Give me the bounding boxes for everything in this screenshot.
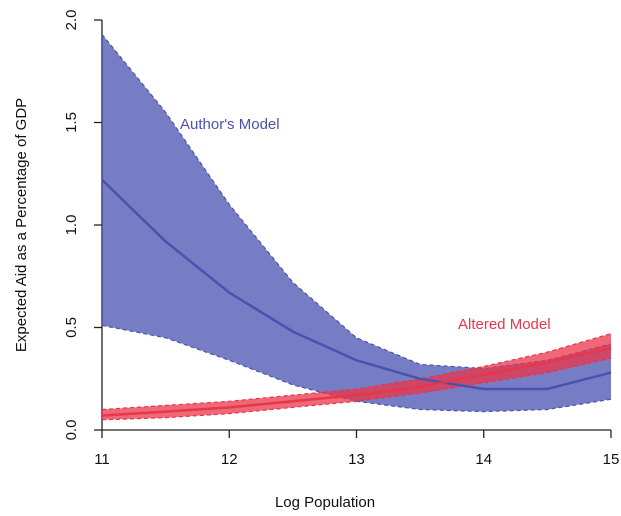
confidence-band [102,34,611,412]
x-tick-label: 11 [94,451,110,468]
x-tick-label: 13 [348,451,365,468]
mean-line [101,179,612,391]
band-lower-edge [101,357,612,421]
y-axis-label: Expected Aid as a Percentage of GDP [13,98,30,352]
x-tick-label: 12 [221,451,238,468]
mean-line [101,346,612,417]
x-tick-label: 15 [603,451,620,468]
x-axis-label: Log Population [275,494,375,511]
x-tick-label: 14 [475,451,492,468]
y-tick-label: 1.0 [63,215,80,236]
y-tick-label: 0.0 [63,420,80,441]
y-tick-label: 0.5 [63,317,80,338]
y-tick-label: 2.0 [63,10,80,31]
band-upper-edge [101,333,612,411]
series-label: Author's Model [180,116,280,133]
y-tick-label: 1.5 [63,112,80,133]
series-label: Altered Model [458,316,551,333]
